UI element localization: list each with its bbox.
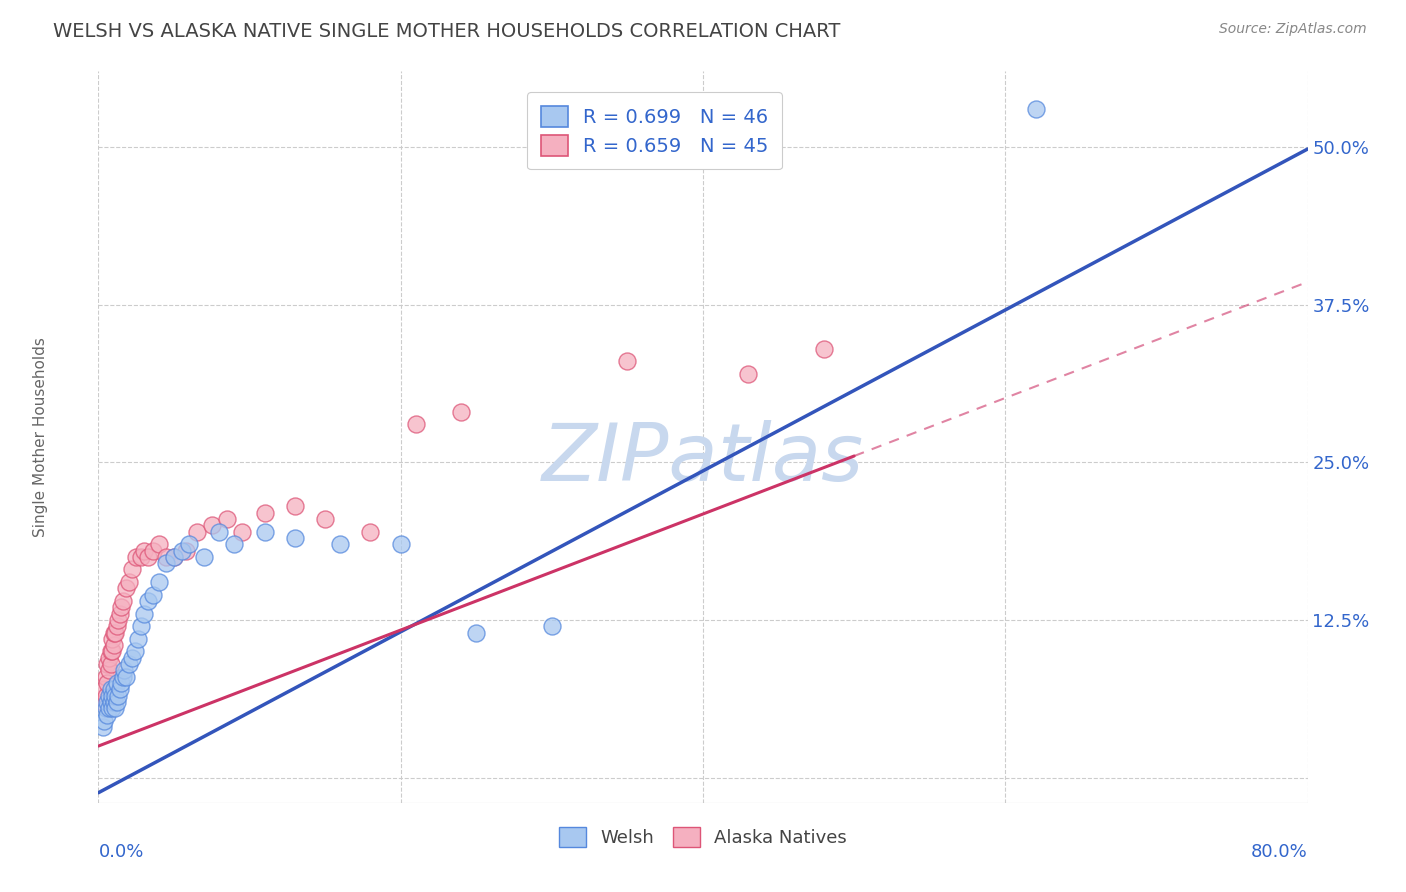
Point: [101, 701, 124, 715]
Point: [405, 417, 427, 432]
Point: [96, 657, 118, 671]
Point: [360, 524, 382, 539]
Point: [284, 500, 307, 514]
Point: [101, 689, 124, 703]
Point: [101, 644, 124, 658]
Point: [103, 638, 125, 652]
Point: [105, 676, 128, 690]
Point: [118, 657, 141, 671]
Point: [111, 594, 134, 608]
Point: [1024, 102, 1046, 116]
Point: [107, 689, 129, 703]
Point: [186, 524, 208, 539]
Point: [100, 644, 122, 658]
Point: [121, 562, 143, 576]
Point: [132, 607, 155, 621]
Point: [100, 682, 122, 697]
Point: [112, 664, 135, 678]
Point: [253, 506, 276, 520]
Point: [136, 594, 159, 608]
Point: [104, 689, 127, 703]
Point: [155, 549, 177, 564]
Point: [129, 549, 152, 564]
Legend: Welsh, Alaska Natives: Welsh, Alaska Natives: [550, 818, 856, 856]
Point: [129, 619, 152, 633]
Point: [170, 543, 193, 558]
Point: [103, 695, 125, 709]
Point: [91, 695, 114, 709]
Point: [253, 524, 276, 539]
Point: [163, 549, 186, 564]
Point: [136, 549, 159, 564]
Text: 80.0%: 80.0%: [1251, 843, 1308, 861]
Text: Source: ZipAtlas.com: Source: ZipAtlas.com: [1219, 22, 1367, 37]
Point: [224, 537, 246, 551]
Point: [108, 682, 131, 697]
Point: [118, 575, 141, 590]
Text: Single Mother Households: Single Mother Households: [32, 337, 48, 537]
Point: [101, 632, 124, 646]
Point: [148, 575, 170, 590]
Point: [148, 537, 170, 551]
Point: [104, 701, 127, 715]
Point: [108, 607, 131, 621]
Point: [813, 342, 835, 356]
Point: [193, 549, 215, 564]
Point: [110, 676, 132, 690]
Point: [98, 650, 121, 665]
Text: 0.0%: 0.0%: [98, 843, 143, 861]
Point: [114, 670, 136, 684]
Point: [98, 701, 121, 715]
Point: [114, 582, 136, 596]
Point: [104, 625, 127, 640]
Point: [100, 657, 122, 671]
Point: [179, 537, 201, 551]
Text: ZIPatlas: ZIPatlas: [541, 420, 865, 498]
Point: [208, 524, 231, 539]
Point: [465, 625, 488, 640]
Point: [124, 644, 146, 658]
Point: [155, 556, 177, 570]
Point: [127, 632, 149, 646]
Point: [93, 682, 115, 697]
Point: [110, 600, 132, 615]
Point: [616, 354, 638, 368]
Point: [737, 367, 759, 381]
Point: [201, 518, 224, 533]
Point: [94, 670, 117, 684]
Point: [96, 676, 118, 690]
Point: [96, 707, 118, 722]
Point: [284, 531, 307, 545]
Point: [103, 625, 125, 640]
Point: [94, 689, 117, 703]
Point: [450, 405, 472, 419]
Point: [107, 613, 129, 627]
Point: [142, 588, 165, 602]
Point: [540, 619, 562, 633]
Point: [121, 650, 143, 665]
Point: [100, 695, 122, 709]
Point: [91, 720, 114, 734]
Point: [98, 664, 121, 678]
Point: [215, 512, 238, 526]
Point: [111, 670, 134, 684]
Text: WELSH VS ALASKA NATIVE SINGLE MOTHER HOUSEHOLDS CORRELATION CHART: WELSH VS ALASKA NATIVE SINGLE MOTHER HOU…: [53, 22, 841, 41]
Point: [314, 512, 336, 526]
Point: [163, 549, 186, 564]
Point: [105, 619, 128, 633]
Point: [93, 714, 115, 728]
Point: [142, 543, 165, 558]
Point: [105, 695, 128, 709]
Point: [96, 695, 118, 709]
Point: [231, 524, 253, 539]
Point: [174, 543, 197, 558]
Point: [389, 537, 412, 551]
Point: [132, 543, 155, 558]
Point: [125, 549, 148, 564]
Point: [98, 689, 121, 703]
Point: [103, 682, 125, 697]
Point: [94, 701, 117, 715]
Point: [329, 537, 352, 551]
